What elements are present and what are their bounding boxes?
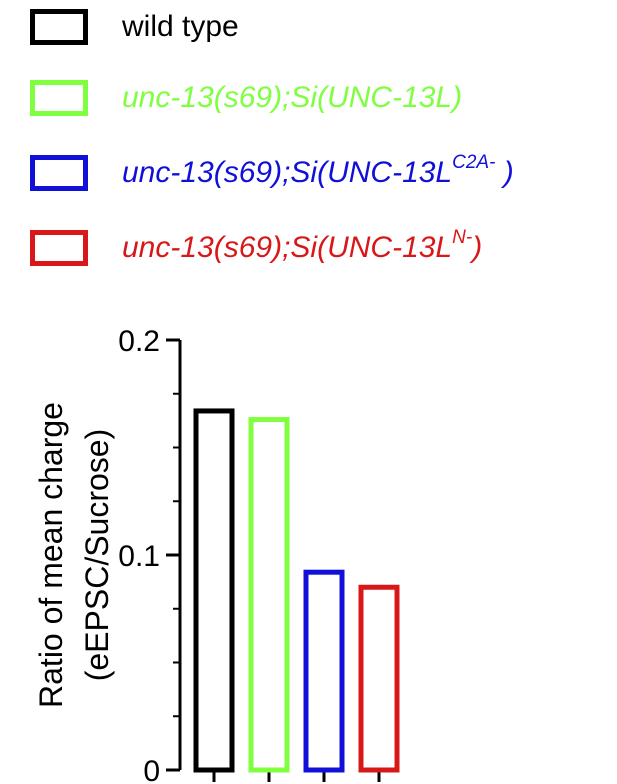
legend: wild type unc-13(s69);Si(UNC-13L) unc-13…: [0, 0, 617, 290]
y-tick-label: 0: [143, 755, 160, 784]
axes: 0 0.1 0.2: [118, 325, 381, 784]
bar: [248, 417, 290, 773]
legend-swatch: [30, 80, 88, 116]
legend-label: unc-13(s69);Si(UNC-13LC2A- ): [122, 152, 514, 189]
legend-label: wild type: [122, 10, 239, 43]
legend-label: unc-13(s69);Si(UNC-13LN-): [122, 227, 483, 264]
bar: [193, 408, 235, 773]
legend-swatch: [30, 230, 88, 266]
legend-swatch: [30, 155, 88, 191]
y-axis-title-line1: Ratio of mean charge: [33, 402, 69, 708]
y-axis-title-line2: (eEPSC/Sucrose): [79, 429, 115, 682]
y-tick-label: 0.1: [118, 540, 160, 573]
bar-chart: Ratio of mean charge (eEPSC/Sucrose) 0 0.…: [33, 325, 400, 784]
legend-swatch: [30, 9, 88, 45]
bar: [358, 584, 400, 773]
bar: [303, 569, 345, 773]
legend-label: unc-13(s69);Si(UNC-13L): [122, 81, 463, 114]
y-axis-title: Ratio of mean charge (eEPSC/Sucrose): [33, 402, 115, 708]
y-tick-label: 0.2: [118, 325, 160, 358]
bars: [193, 408, 400, 773]
